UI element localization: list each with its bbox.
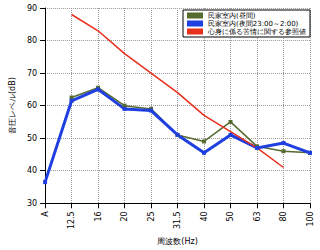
svg-text:A: A [41,211,50,217]
svg-text:50: 50 [27,134,37,143]
svg-text:80: 80 [279,211,288,221]
svg-text:民家室内(夜間23:00～2:00): 民家室内(夜間23:00～2:00) [208,20,299,28]
svg-text:50: 50 [226,211,235,221]
svg-text:100: 100 [306,211,315,226]
svg-text:63: 63 [253,211,262,221]
svg-text:40: 40 [27,166,37,175]
svg-text:80: 80 [27,36,37,45]
svg-text:90: 90 [27,4,37,13]
svg-text:16: 16 [94,211,103,221]
svg-text:70: 70 [27,69,37,78]
svg-text:周波数(Hz): 周波数(Hz) [157,237,197,246]
svg-text:12.5: 12.5 [67,211,76,229]
svg-text:31.5: 31.5 [173,211,182,229]
svg-text:20: 20 [120,211,129,221]
svg-text:40: 40 [200,211,209,221]
svg-text:音圧レベル(dB): 音圧レベル(dB) [8,77,17,134]
svg-text:60: 60 [27,101,37,110]
svg-text:25: 25 [147,211,156,221]
svg-text:30: 30 [27,199,37,208]
svg-text:民家室内(昼間): 民家室内(昼間) [208,12,256,20]
svg-text:心身に係る苦情に関する参照値: 心身に係る苦情に関する参照値 [207,28,306,36]
